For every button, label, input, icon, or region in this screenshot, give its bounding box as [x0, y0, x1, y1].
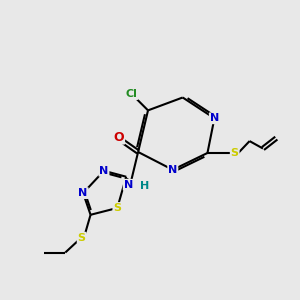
Text: H: H	[140, 181, 149, 191]
Text: N: N	[168, 165, 177, 175]
Text: S: S	[113, 203, 121, 213]
Text: Cl: Cl	[126, 89, 138, 99]
Text: N: N	[124, 180, 133, 190]
Text: O: O	[113, 130, 124, 144]
Text: N: N	[99, 166, 109, 176]
Text: N: N	[79, 188, 88, 198]
Text: N: N	[210, 113, 219, 123]
Text: S: S	[231, 148, 239, 158]
Text: S: S	[78, 233, 86, 243]
